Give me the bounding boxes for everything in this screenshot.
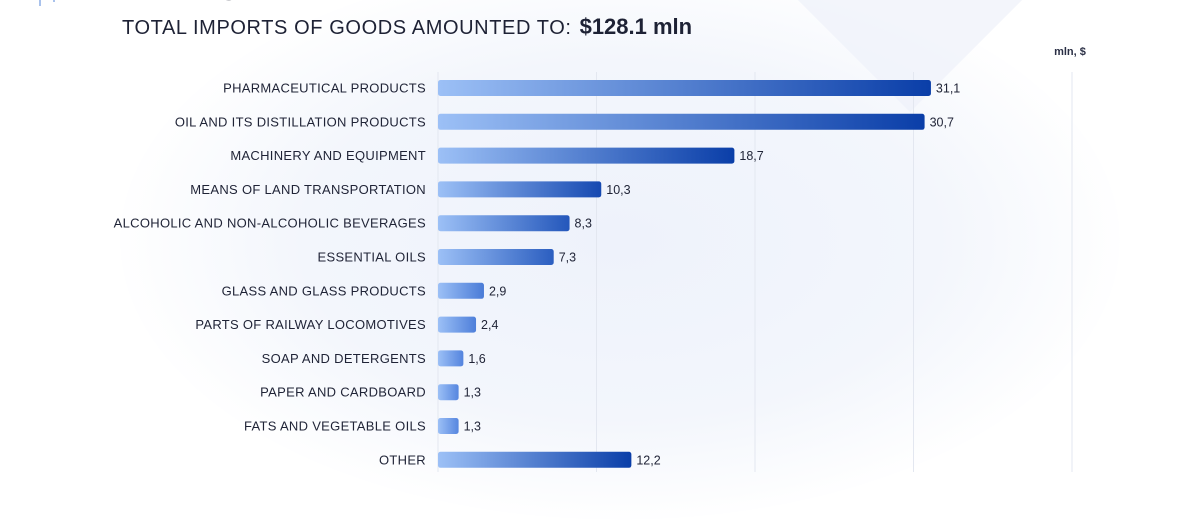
category-label: PARTS OF RAILWAY LOCOMOTIVES (195, 317, 426, 332)
globe-logo-icon (39, 0, 55, 6)
value-label: 30,7 (930, 115, 954, 129)
category-label: MACHINERY AND EQUIPMENT (230, 148, 426, 163)
value-label: 2,4 (481, 318, 498, 332)
bar (438, 181, 602, 198)
value-label: 1,3 (464, 386, 481, 400)
bar (438, 350, 464, 367)
bar (438, 215, 570, 232)
bar (438, 249, 554, 265)
total-imports-headline: TOTAL IMPORTS OF GOODS AMOUNTED TO: $128… (122, 14, 692, 46)
category-label: ALCOHOLIC AND NON-ALCOHOLIC BEVERAGES (114, 216, 426, 231)
bar-chart: PHARMACEUTICAL PRODUCTS 31,1 OIL AND ITS D… (114, 72, 1073, 472)
category-label: PHARMACEUTICAL PRODUCTS (223, 81, 426, 96)
value-label: 1,3 (464, 420, 481, 434)
bar (438, 147, 735, 164)
value-label: 1,6 (468, 352, 485, 366)
bar (438, 384, 459, 401)
value-label: 8,3 (575, 217, 592, 231)
bar (438, 316, 477, 333)
category-label: GLASS AND GLASS PRODUCTS (222, 283, 426, 298)
category-label: MEANS OF LAND TRANSPORTATION (190, 182, 426, 197)
bar (438, 451, 632, 468)
bar (438, 80, 931, 96)
country-title: FRANCE (122, 0, 265, 8)
category-label: SOAP AND DETERGENTS (262, 351, 426, 366)
bar (438, 282, 484, 299)
unit-label: mln, $ (1054, 46, 1086, 58)
total-imports-label: TOTAL IMPORTS OF GOODS AMOUNTED TO: (122, 17, 572, 39)
total-imports-value: $128.1 mln (579, 14, 693, 39)
value-label: 10,3 (606, 183, 630, 197)
category-label: ESSENTIAL OILS (318, 250, 427, 265)
category-label: PAPER AND CARDBOARD (260, 385, 426, 400)
category-label: FATS AND VEGETABLE OILS (244, 419, 426, 434)
bar-layer: PHARMACEUTICAL PRODUCTS 31,1 OIL AND ITS D… (114, 80, 960, 468)
category-label: OTHER (379, 452, 426, 467)
grid-layer (437, 72, 1073, 472)
value-label: 31,1 (936, 82, 960, 96)
value-label: 7,3 (559, 251, 576, 265)
value-label: 12,2 (636, 453, 660, 467)
bar (438, 113, 925, 130)
bar (438, 418, 459, 434)
value-label: 18,7 (739, 149, 763, 163)
category-label: OIL AND ITS DISTILLATION PRODUCTS (175, 114, 426, 129)
value-label: 2,9 (489, 284, 506, 298)
